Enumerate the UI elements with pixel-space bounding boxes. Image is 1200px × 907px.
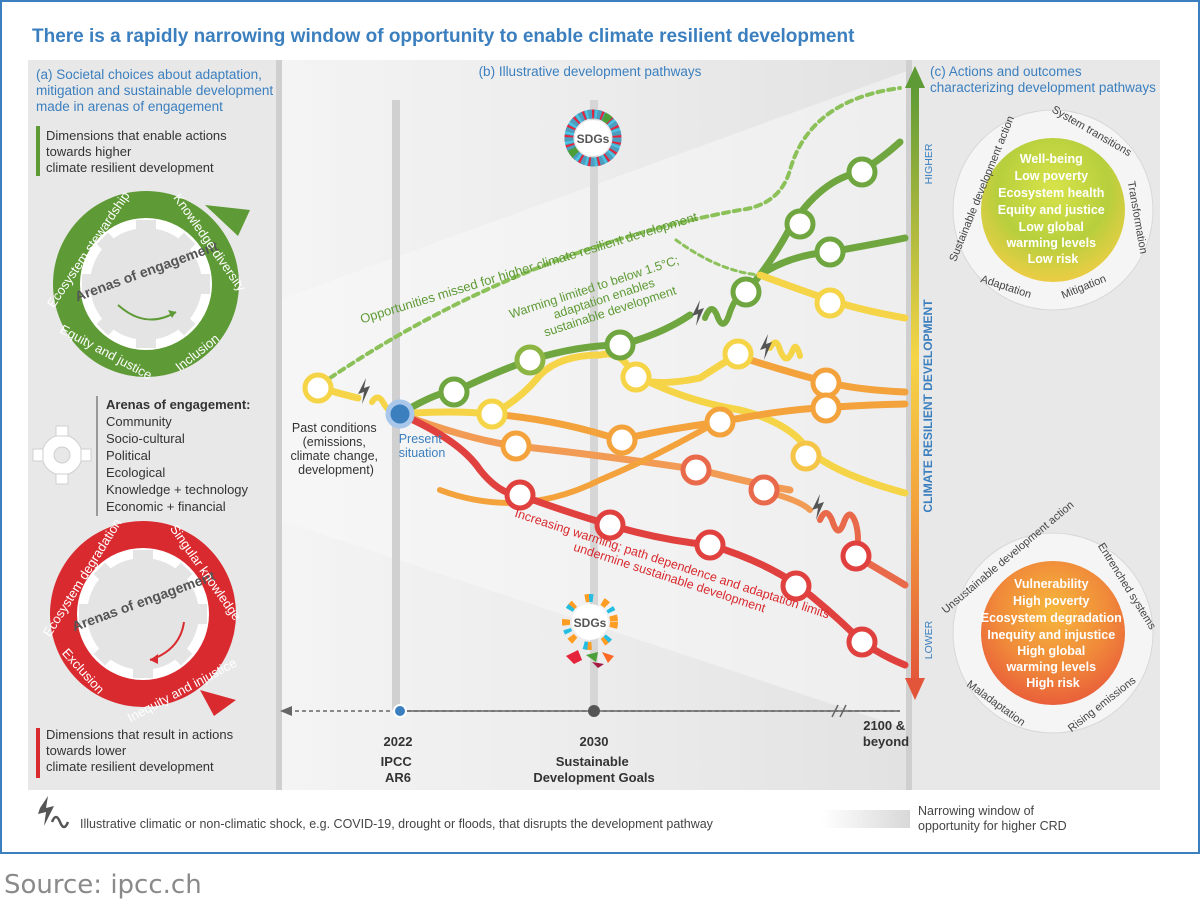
lightning-icon: [692, 300, 704, 326]
node: [722, 338, 754, 370]
legend-window-text: Narrowing window of opportunity for high…: [918, 804, 1067, 833]
node: [604, 329, 636, 361]
crd-axis-bar: [911, 86, 919, 686]
node: [748, 474, 780, 506]
shock-icons: [358, 300, 824, 520]
timeline-sub-2030: Sustainable Development Goals: [533, 754, 654, 785]
timeline: [280, 704, 900, 718]
sdg-label-top: SDGs: [577, 132, 610, 146]
node: [438, 376, 470, 408]
node: [680, 454, 712, 486]
figure-title: There is a rapidly narrowing window of o…: [32, 26, 855, 47]
node: [694, 529, 726, 561]
panel-a-heading: (a) Societal choices about adaptation, m…: [36, 67, 277, 114]
missed-opportunity-path: [328, 86, 902, 380]
node: [784, 208, 816, 240]
legend-shock-icon: [38, 796, 70, 829]
node: [790, 440, 822, 472]
timeline-dot-2022: [393, 704, 407, 718]
node: [514, 344, 546, 376]
node: [302, 372, 334, 404]
node: [846, 156, 878, 188]
node: [704, 406, 736, 438]
legend-window-swatch: [822, 810, 910, 828]
lightning-icon: [812, 494, 824, 520]
crd-axis-arrow-up: [905, 66, 925, 88]
arenas-gear-icon: [32, 425, 92, 485]
lightning-icon: [358, 378, 370, 404]
node: [810, 392, 842, 424]
node: [840, 540, 872, 572]
higher-outcomes-list: Well-being Low poverty Ecosystem health …: [998, 152, 1108, 266]
lower-outcomes-list: Vulnerability High poverty Ecosystem deg…: [981, 577, 1126, 690]
timeline-sub-2022: IPCC AR6: [381, 754, 416, 785]
node: [730, 276, 762, 308]
node: [814, 287, 846, 319]
arenas-list-marker: [96, 396, 98, 516]
timeline-label-2100: 2100 & beyond: [863, 718, 909, 749]
lower-gear-cog: [79, 550, 207, 678]
node: [476, 398, 508, 430]
node: [846, 626, 878, 658]
crd-lower-label: LOWER: [923, 620, 935, 659]
arenas-list: Community Socio-cultural Political Ecolo…: [106, 414, 252, 514]
node: [606, 424, 638, 456]
node: [620, 361, 652, 393]
node: [500, 430, 532, 462]
sdg-wheel-broken: SDGs: [562, 594, 618, 668]
present-node: [385, 399, 415, 429]
panel-b-heading: (b) Illustrative development pathways: [479, 64, 702, 79]
sdg-wheel-top: SDGs: [564, 109, 622, 167]
node: [814, 236, 846, 268]
sdg-label-broken: SDGs: [574, 616, 607, 630]
past-conditions-label: Past conditions (emissions, climate chan…: [290, 421, 381, 477]
timeline-2030-bar: [590, 100, 598, 710]
present-situation-label: Present situation: [399, 432, 446, 460]
node: [504, 479, 536, 511]
timeline-dot-2030: [588, 705, 600, 717]
crd-axis-arrow-down: [905, 678, 925, 700]
pathway-nodes: [302, 156, 878, 658]
arenas-title: Arenas of engagement:: [106, 397, 250, 412]
lower-dims-marker: [36, 728, 40, 778]
separator-right: [906, 60, 912, 790]
crd-higher-label: HIGHER: [923, 143, 935, 184]
timeline-label-2030: 2030: [580, 734, 609, 749]
panel-c-heading: (c) Actions and outcomes characterizing …: [930, 64, 1156, 95]
lightning-icon: [760, 334, 772, 360]
higher-dims-text: Dimensions that enable actions towards h…: [46, 128, 230, 175]
legend-shock-text: Illustrative climatic or non-climatic sh…: [80, 817, 714, 831]
source-caption: Source: ipcc.ch: [4, 870, 202, 900]
node: [594, 509, 626, 541]
lower-dims-text: Dimensions that result in actions toward…: [46, 727, 237, 774]
crd-axis-label: CLIMATE RESILIENT DEVELOPMENT: [921, 299, 935, 513]
node: [780, 570, 812, 602]
separator-left: [276, 60, 282, 790]
higher-dims-marker: [36, 126, 40, 176]
timeline-label-2022: 2022: [384, 734, 413, 749]
node: [810, 367, 842, 399]
